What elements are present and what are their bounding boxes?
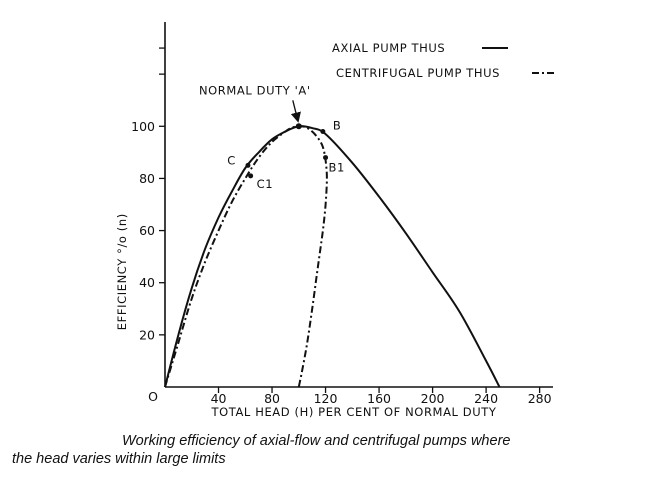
point-b1-marker <box>323 155 329 161</box>
axes <box>164 22 553 388</box>
y-tick-label: 100 <box>131 119 155 134</box>
series-lines <box>164 125 501 388</box>
point-b-marker <box>320 129 326 134</box>
axial-pump-curve <box>164 125 501 388</box>
x-tick-label: 280 <box>528 391 552 406</box>
y-tick-label: 40 <box>139 275 155 290</box>
normal-duty-label: NORMAL DUTY 'A' <box>199 83 311 97</box>
x-tick-label: 80 <box>264 391 280 406</box>
y-axis-title: EFFICIENCY °/o (n) <box>115 213 129 330</box>
point-c1-marker <box>248 173 254 179</box>
x-tick-label: 160 <box>367 391 391 406</box>
point-c1-label: C1 <box>257 177 274 191</box>
centrifugal-pump-curve <box>164 125 328 388</box>
labelled-points: C C1 B B1 <box>227 119 345 191</box>
normal-duty-arrow <box>290 100 301 123</box>
normal-duty-point <box>295 123 302 130</box>
point-c-marker <box>245 162 251 168</box>
legend-label-axial: AXIAL PUMP THUS <box>332 41 445 55</box>
point-b1-label: B1 <box>329 161 345 175</box>
y-tick-label: 80 <box>139 171 155 186</box>
figure-caption-line-1: Working efficiency of axial-flow and cen… <box>122 433 511 449</box>
y-tick-label: 20 <box>139 327 155 342</box>
axis-ticks: 40 80 120 160 200 240 280 20 40 60 80 100 <box>131 47 552 406</box>
x-axis-title: TOTAL HEAD (H) PER CENT OF NORMAL DUTY <box>210 405 496 419</box>
x-tick-label: 240 <box>474 391 498 406</box>
x-tick-label: 200 <box>421 391 445 406</box>
point-b-label: B <box>333 119 342 133</box>
point-c-label: C <box>227 153 236 167</box>
y-tick-label: 60 <box>139 223 155 238</box>
legend: AXIAL PUMP THUS CENTRIFUGAL PUMP THUS <box>332 41 556 80</box>
origin-label: O <box>148 389 158 404</box>
legend-label-centrifugal: CENTRIFUGAL PUMP THUS <box>336 66 500 80</box>
figure-caption-line-2: the head varies within large limits <box>12 451 226 467</box>
normal-duty-annotation: NORMAL DUTY 'A' <box>199 83 311 123</box>
x-tick-label: 120 <box>314 391 338 406</box>
x-tick-label: 40 <box>211 391 227 406</box>
